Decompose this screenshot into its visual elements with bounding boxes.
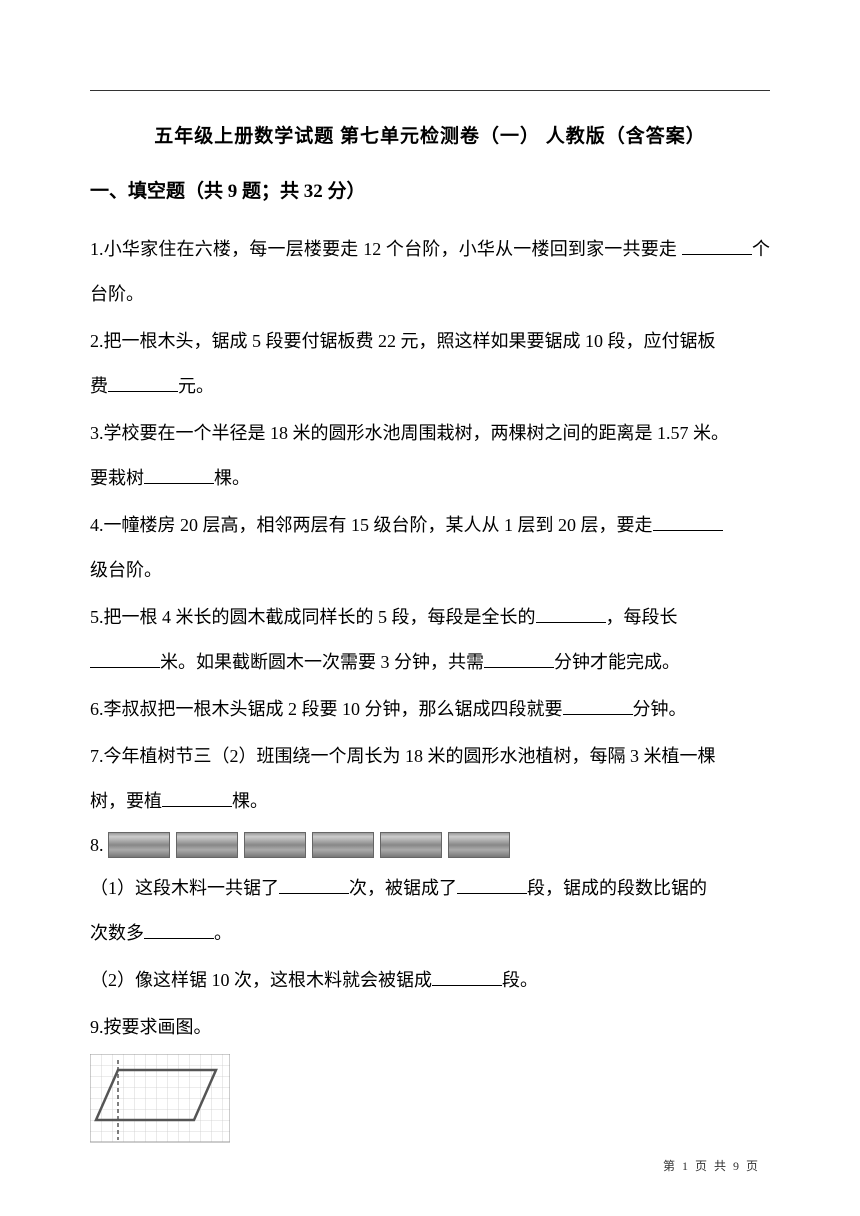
question-1: 1.小华家住在六楼，每一层楼要走 12 个台阶，小华从一楼回到家一共要走 个台阶… xyxy=(90,227,770,317)
q2-text-c: 元。 xyxy=(178,376,214,396)
q1-text-a: 1.小华家住在六楼，每一层楼要走 12 个台阶，小华从一楼回到家一共要走 xyxy=(90,239,677,259)
q1-blank xyxy=(682,237,752,255)
wood-diagram xyxy=(108,832,510,858)
q9-text: 9.按要求画图。 xyxy=(90,1017,212,1037)
wood-piece xyxy=(176,832,238,858)
question-2: 2.把一根木头，锯成 5 段要付锯板费 22 元，照这样如果要锯成 10 段，应… xyxy=(90,319,770,409)
q4-blank xyxy=(653,513,723,531)
parallelogram-grid-icon xyxy=(90,1054,230,1144)
q5-blank-1 xyxy=(536,605,606,623)
q8-2-blank xyxy=(432,968,502,986)
q8-1-blank-2 xyxy=(457,876,527,894)
q3-text-a: 3.学校要在一个半径是 18 米的圆形水池周围栽树，两棵树之间的距离是 1.57… xyxy=(90,423,729,443)
q5-text-c: 米。如果截断圆木一次需要 3 分钟，共需 xyxy=(160,652,484,672)
wood-piece xyxy=(312,832,374,858)
q8-1-text-c: 段，锯成的段数比锯的 xyxy=(527,878,707,898)
question-9: 9.按要求画图。 xyxy=(90,1005,770,1050)
q5-text-b: ，每段长 xyxy=(606,607,678,627)
q5-blank-2 xyxy=(90,650,160,668)
question-5: 5.把一根 4 米长的圆木截成同样长的 5 段，每段是全长的 ，每段长 米。如果截… xyxy=(90,595,770,685)
question-7: 7.今年植树节三（2）班围绕一个周长为 18 米的圆形水池植树，每隔 3 米植一… xyxy=(90,734,770,824)
question-3: 3.学校要在一个半径是 18 米的圆形水池周围栽树，两棵树之间的距离是 1.57… xyxy=(90,411,770,501)
wood-piece xyxy=(244,832,306,858)
q4-text-a: 4.一幢楼房 20 层高，相邻两层有 15 级台阶，某人从 1 层到 20 层，… xyxy=(90,515,653,535)
wood-piece xyxy=(108,832,170,858)
q7-text-c: 棵。 xyxy=(232,791,268,811)
q8-1-text-a: （1）这段木料一共锯了 xyxy=(90,878,279,898)
q8-1-blank-1 xyxy=(279,876,349,894)
question-6: 6.李叔叔把一根木头锯成 2 段要 10 分钟，那么锯成四段就要 分钟。 xyxy=(90,687,770,732)
section-header: 一、填空题（共 9 题；共 32 分） xyxy=(90,176,770,203)
page-footer: 第 1 页 共 9 页 xyxy=(663,1157,760,1174)
q5-text-a: 5.把一根 4 米长的圆木截成同样长的 5 段，每段是全长的 xyxy=(90,607,536,627)
q7-text-b: 树，要植 xyxy=(90,791,162,811)
question-8-1: （1）这段木料一共锯了 次，被锯成了 段，锯成的段数比锯的 次数多 。 xyxy=(90,866,770,956)
q8-1-text-e: 。 xyxy=(214,923,232,943)
page-title: 五年级上册数学试题 第七单元检测卷（一） 人教版（含答案） xyxy=(90,121,770,148)
q3-blank xyxy=(144,466,214,484)
q4-text-b: 级台阶。 xyxy=(90,560,162,580)
q7-blank xyxy=(162,789,232,807)
question-8-header: 8. xyxy=(90,832,770,858)
wood-piece xyxy=(448,832,510,858)
wood-piece xyxy=(380,832,442,858)
question-4: 4.一幢楼房 20 层高，相邻两层有 15 级台阶，某人从 1 层到 20 层，… xyxy=(90,503,770,593)
q2-blank xyxy=(108,374,178,392)
q3-text-c: 棵。 xyxy=(214,468,250,488)
question-8-2: （2）像这样锯 10 次，这根木料就会被锯成 段。 xyxy=(90,958,770,1003)
q6-text-b: 分钟。 xyxy=(633,699,687,719)
q8-2-text-a: （2）像这样锯 10 次，这根木料就会被锯成 xyxy=(90,970,432,990)
q3-text-b: 要栽树 xyxy=(90,468,144,488)
q2-text-a: 2.把一根木头，锯成 5 段要付锯板费 22 元，照这样如果要锯成 10 段，应… xyxy=(90,331,716,351)
q8-1-blank-3 xyxy=(144,921,214,939)
q8-1-text-d: 次数多 xyxy=(90,923,144,943)
q5-text-d: 分钟才能完成。 xyxy=(554,652,680,672)
q6-blank xyxy=(563,697,633,715)
q8-1-text-b: 次，被锯成了 xyxy=(349,878,457,898)
q8-2-text-b: 段。 xyxy=(502,970,538,990)
grid-diagram xyxy=(90,1054,770,1144)
q2-text-b: 费 xyxy=(90,376,108,396)
q7-text-a: 7.今年植树节三（2）班围绕一个周长为 18 米的圆形水池植树，每隔 3 米植一… xyxy=(90,746,716,766)
header-rule xyxy=(90,90,770,91)
q8-number: 8. xyxy=(90,835,104,856)
q6-text-a: 6.李叔叔把一根木头锯成 2 段要 10 分钟，那么锯成四段就要 xyxy=(90,699,563,719)
q5-blank-3 xyxy=(484,650,554,668)
